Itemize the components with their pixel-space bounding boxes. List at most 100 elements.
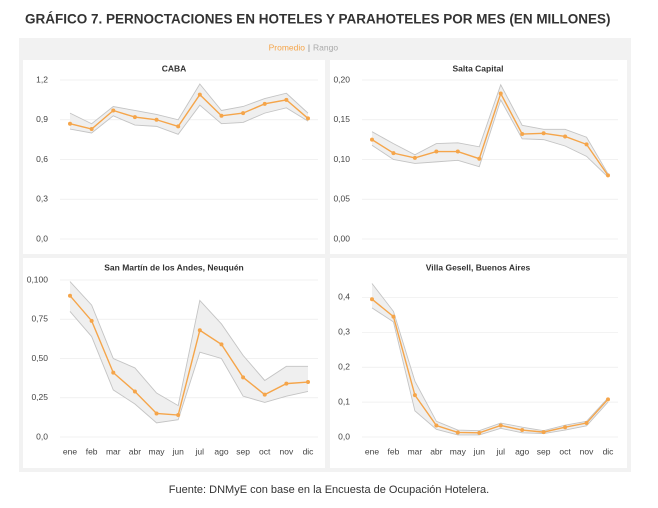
average-point bbox=[154, 117, 159, 122]
range-high-line bbox=[371, 83, 609, 175]
average-line bbox=[69, 93, 309, 130]
average-point bbox=[520, 132, 525, 137]
average-line bbox=[371, 298, 609, 434]
range-high-line bbox=[69, 281, 308, 407]
average-point bbox=[520, 428, 525, 433]
x-tick-label: abr bbox=[430, 446, 442, 456]
average-point bbox=[477, 156, 482, 161]
average-point bbox=[176, 124, 181, 129]
x-tick-label: oct bbox=[259, 446, 271, 456]
average-point bbox=[434, 423, 439, 428]
average-point bbox=[412, 393, 417, 398]
average-point bbox=[455, 149, 460, 154]
panel-title: San Martín de los Andes, Neuquén bbox=[104, 262, 243, 272]
average-point bbox=[412, 155, 417, 160]
average-point bbox=[111, 370, 116, 375]
x-tick-label: may bbox=[149, 446, 166, 456]
average-point bbox=[262, 392, 267, 397]
source-note: Fuente: DNMyE con base en la Encuesta de… bbox=[169, 484, 489, 496]
average-point bbox=[241, 375, 246, 380]
average-point bbox=[68, 121, 72, 126]
y-tick-label: 0,9 bbox=[36, 114, 48, 124]
average-point bbox=[584, 142, 589, 147]
y-tick-label: 0,3 bbox=[36, 194, 48, 204]
page-title: GRÁFICO 7. PERNOCTACIONES EN HOTELES Y P… bbox=[25, 12, 611, 27]
y-tick-label: 1,2 bbox=[36, 74, 48, 84]
x-tick-label: sep bbox=[236, 446, 250, 456]
average-point bbox=[477, 430, 482, 435]
panel-title: Salta Capital bbox=[452, 63, 503, 73]
average-point bbox=[391, 314, 396, 319]
y-tick-label: 0,100 bbox=[27, 274, 49, 284]
average-point bbox=[541, 430, 546, 435]
range-area bbox=[372, 84, 608, 177]
x-tick-label: abr bbox=[129, 446, 141, 456]
x-tick-label: ene bbox=[63, 446, 77, 456]
y-tick-label: 0,00 bbox=[333, 233, 350, 243]
y-tick-label: 0,3 bbox=[338, 327, 350, 337]
x-tick-label: jul bbox=[495, 446, 505, 456]
legend-entry: Promedio bbox=[269, 42, 306, 52]
y-tick-label: 0,0 bbox=[36, 233, 48, 243]
x-tick-label: ene bbox=[365, 446, 379, 456]
average-point bbox=[132, 115, 137, 120]
average-line bbox=[371, 91, 609, 176]
average-point bbox=[498, 423, 503, 428]
average-point bbox=[584, 421, 589, 426]
panel bbox=[23, 60, 325, 254]
average-point bbox=[197, 328, 202, 333]
y-tick-label: 0,0 bbox=[338, 431, 350, 441]
average-point bbox=[306, 380, 310, 385]
average-point bbox=[370, 297, 374, 302]
x-tick-label: feb bbox=[388, 446, 400, 456]
y-tick-label: 0,15 bbox=[333, 114, 350, 124]
average-point bbox=[219, 113, 224, 118]
average-point bbox=[68, 293, 72, 298]
y-tick-label: 0,10 bbox=[333, 154, 350, 164]
range-low-line bbox=[69, 311, 309, 424]
y-tick-label: 0,0 bbox=[36, 431, 48, 441]
legend-entry: Rango bbox=[313, 42, 338, 52]
average-point bbox=[284, 381, 289, 386]
x-tick-label: jun bbox=[172, 446, 185, 456]
x-tick-label: oct bbox=[559, 446, 571, 456]
average-point bbox=[370, 137, 374, 142]
average-point bbox=[89, 318, 94, 323]
range-high-line bbox=[371, 283, 609, 432]
average-point bbox=[176, 413, 181, 418]
average-point bbox=[284, 97, 289, 102]
x-tick-label: ago bbox=[214, 446, 228, 456]
x-tick-label: mar bbox=[106, 446, 121, 456]
average-point bbox=[219, 342, 224, 347]
y-tick-label: 0,4 bbox=[338, 292, 350, 302]
legend-separator: | bbox=[308, 42, 310, 52]
y-tick-label: 0,20 bbox=[333, 74, 350, 84]
y-tick-label: 0,75 bbox=[31, 314, 48, 324]
x-tick-label: jul bbox=[195, 446, 205, 456]
x-tick-label: dic bbox=[303, 446, 315, 456]
range-low-line bbox=[69, 104, 309, 135]
average-point bbox=[391, 151, 396, 156]
x-tick-label: mar bbox=[408, 446, 423, 456]
average-point bbox=[132, 389, 137, 394]
average-point bbox=[111, 108, 116, 113]
x-tick-label: nov bbox=[280, 446, 294, 456]
y-tick-label: 0,25 bbox=[31, 392, 48, 402]
panel-title: CABA bbox=[162, 63, 187, 73]
range-low-line bbox=[371, 98, 609, 178]
average-point bbox=[241, 111, 246, 116]
y-tick-label: 0,05 bbox=[333, 194, 350, 204]
average-point bbox=[563, 425, 568, 430]
average-point bbox=[154, 411, 159, 416]
average-point bbox=[606, 173, 610, 178]
x-tick-label: ago bbox=[515, 446, 529, 456]
average-point bbox=[541, 131, 546, 136]
average-point bbox=[455, 430, 460, 435]
average-point bbox=[498, 91, 503, 96]
y-tick-label: 0,6 bbox=[36, 154, 48, 164]
y-tick-label: 0,2 bbox=[338, 361, 350, 371]
average-point bbox=[434, 149, 439, 154]
average-point bbox=[197, 92, 202, 97]
range-low-line bbox=[371, 307, 609, 436]
